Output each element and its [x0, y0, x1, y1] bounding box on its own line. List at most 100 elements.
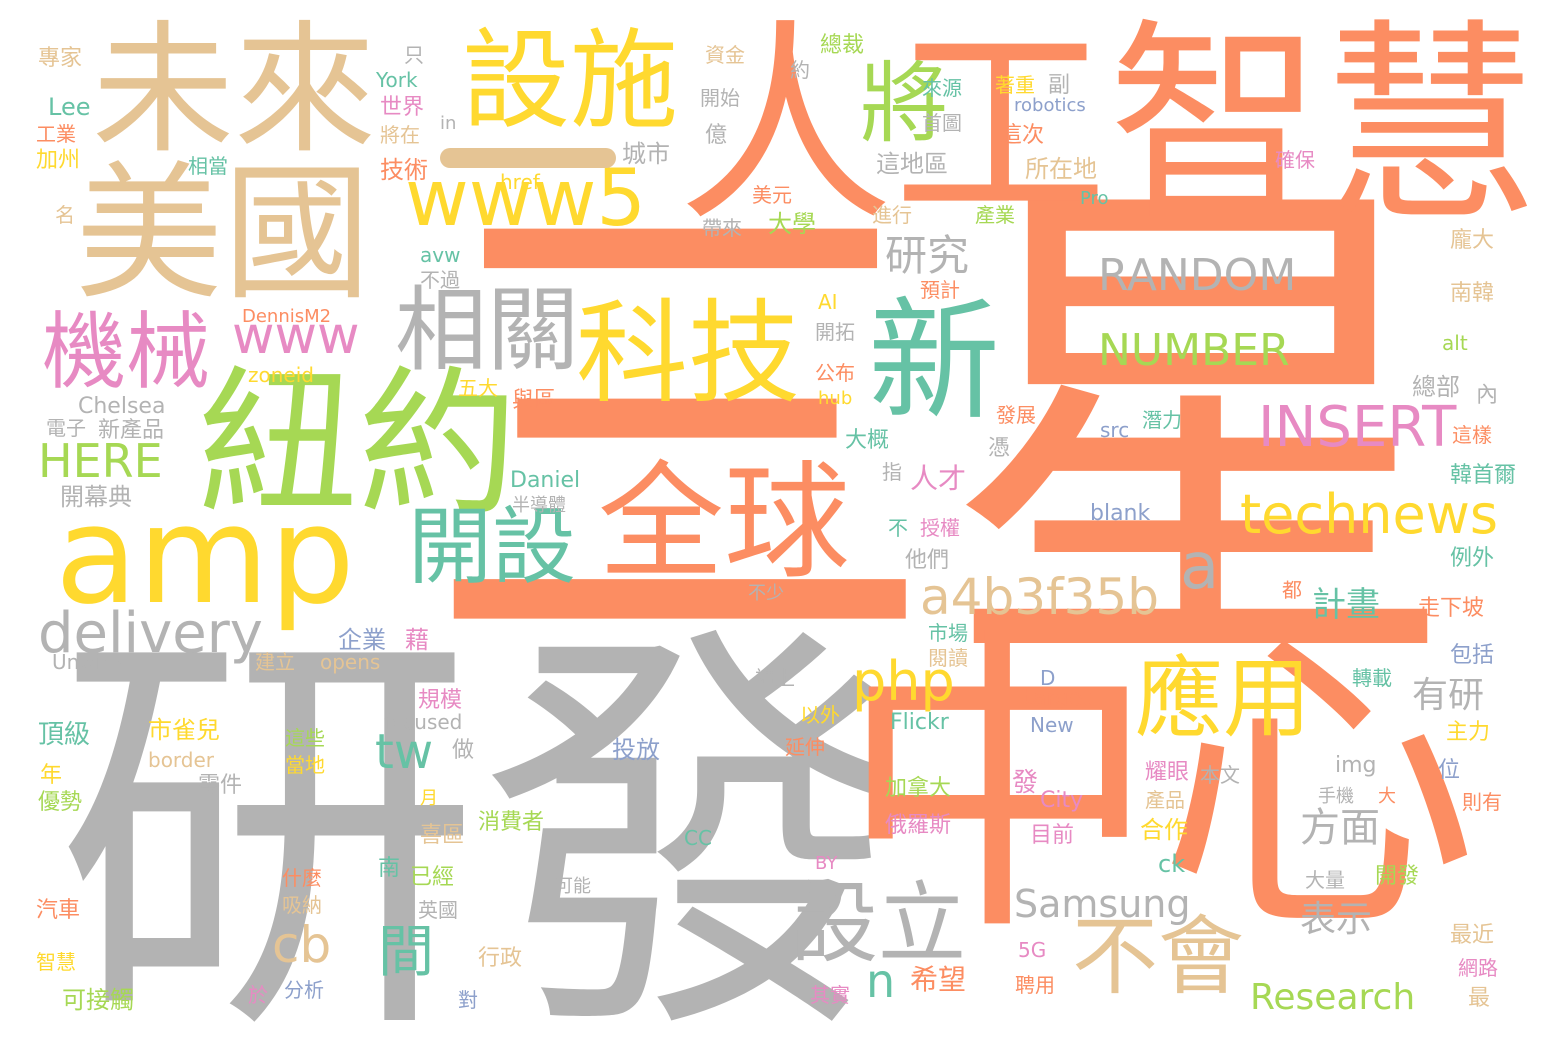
word-development: 發展 — [996, 403, 1036, 427]
word-establish: 開設 — [408, 498, 577, 596]
word-scale: 規模 — [418, 688, 463, 713]
word-random: RANDOM — [1098, 250, 1297, 301]
word-conduct: 進行 — [872, 203, 912, 227]
word-fa: 發 — [1012, 768, 1039, 798]
word-accessible: 可接觸 — [62, 986, 134, 1014]
word-samsung-zh: 三星 — [420, 132, 1460, 738]
word-enterprise: 企業 — [338, 626, 386, 654]
word-php: php — [852, 650, 955, 713]
tan-bar-1 — [440, 148, 616, 168]
word-billion: 億 — [705, 123, 728, 148]
word-www5: www5 — [405, 154, 647, 244]
word-main-force: 主力 — [1446, 720, 1491, 745]
word-hub: hub — [818, 388, 853, 409]
word-unwire: Unwire — [52, 650, 122, 674]
word-develop: 開發 — [1375, 864, 1420, 889]
word-this-article: 本文 — [1200, 763, 1240, 787]
word-href: href — [500, 170, 540, 194]
word-have-then: 則有 — [1462, 790, 1502, 814]
word-this-time: 這次 — [1000, 123, 1045, 148]
word-set-up: 設立 — [790, 872, 967, 975]
word-month: 月 — [420, 788, 438, 809]
word-administration: 行政 — [478, 946, 523, 971]
word-dennism2: DennisM2 — [242, 306, 332, 327]
word-chelsea: Chelsea — [78, 394, 166, 419]
word-www: www — [232, 306, 360, 366]
word-not-few: 不少 — [748, 583, 784, 604]
word-these: 這些 — [285, 726, 325, 750]
word-cc: CC — [684, 826, 712, 850]
word-funds: 資金 — [705, 43, 745, 67]
word-cb: cb — [272, 916, 332, 974]
word-src: src — [1100, 418, 1130, 442]
word-will: 將 — [860, 52, 949, 155]
word-industry: 工業 — [36, 122, 76, 146]
word-world: 世界 — [380, 95, 425, 120]
word-flickr: Flickr — [890, 710, 949, 735]
word-ceremony: 禮上 — [755, 666, 795, 690]
word-insert: INSERT — [1258, 395, 1457, 460]
word-focus-on: 著重 — [995, 73, 1035, 97]
word-huge: 龐大 — [1450, 228, 1495, 253]
word-parts: 零件 — [198, 773, 243, 798]
word-canada: 加拿大 — [885, 776, 952, 801]
word-most: 最 — [1468, 986, 1491, 1011]
word-however: 不過 — [420, 268, 460, 292]
word-between: 間 — [378, 920, 434, 985]
word-announce: 公布 — [815, 361, 855, 385]
word-tw: tw — [375, 724, 434, 780]
word-president: 總裁 — [820, 33, 865, 58]
word-in: in — [440, 113, 457, 134]
word-semiconductor: 半導體 — [512, 495, 566, 516]
word-build: 建立 — [255, 650, 295, 674]
word-five-major: 五大 — [458, 376, 498, 400]
word-besides: 以外 — [800, 703, 840, 727]
word-not: 不 — [888, 516, 908, 540]
word-border: border — [148, 748, 215, 772]
word-aspect: 方面 — [1300, 805, 1380, 851]
word-expected: 預計 — [920, 278, 960, 302]
word-in-fact: 其實 — [810, 983, 850, 1007]
word-chelsea-city: 市雀兒 — [148, 716, 220, 744]
word-read: 閱讀 — [928, 646, 968, 670]
word-here: HERE — [38, 434, 163, 488]
word-research-en: Research — [1250, 977, 1416, 1018]
word-new-york: 紐約 — [198, 351, 519, 538]
word-express: 表示 — [1300, 899, 1373, 940]
word-tech: 科技 — [576, 289, 800, 419]
word-avw: avw — [420, 243, 461, 267]
word-img: img — [1335, 753, 1377, 778]
word-opening-ceremony: 開幕典 — [60, 483, 132, 511]
word-product: 產品 — [1145, 788, 1185, 812]
word-joy-region: 喜區 — [420, 823, 465, 848]
word-ai-en: AI — [818, 290, 838, 314]
word-talent: 人才 — [910, 462, 967, 495]
word-machinery: 機械 — [42, 303, 211, 401]
word-daniel: Daniel — [510, 468, 581, 493]
word-york: York — [376, 68, 418, 92]
word-and-region: 與區 — [512, 388, 557, 413]
word-global: 全球 — [598, 449, 850, 596]
word-market: 市場 — [928, 621, 968, 645]
word-d: D — [1040, 666, 1056, 690]
word-year: 年 — [40, 763, 63, 788]
word-new: 新 — [868, 285, 1000, 439]
word-zoneid: zoneid — [248, 363, 314, 387]
word-rnd: 研發 — [55, 593, 905, 1052]
word-technews: technews — [1240, 483, 1499, 546]
word-pro: Pro — [1080, 188, 1109, 209]
word-related: 相關 — [395, 277, 580, 384]
word-network: 網路 — [1458, 956, 1498, 980]
word-toward: 對 — [458, 988, 478, 1012]
word-ck: ck — [1158, 850, 1186, 878]
word-explore: 開拓 — [815, 320, 855, 344]
word-uk: 英國 — [418, 898, 458, 922]
word-probably: 大概 — [845, 428, 890, 453]
word-by-means: 藉 — [405, 626, 429, 654]
word-south: 南 — [378, 856, 401, 881]
word-usa: 美國 — [75, 148, 371, 320]
word-potential: 潛力 — [1142, 408, 1182, 432]
word-large-amount: 大量 — [1305, 868, 1345, 892]
word-car: 汽車 — [36, 898, 81, 923]
